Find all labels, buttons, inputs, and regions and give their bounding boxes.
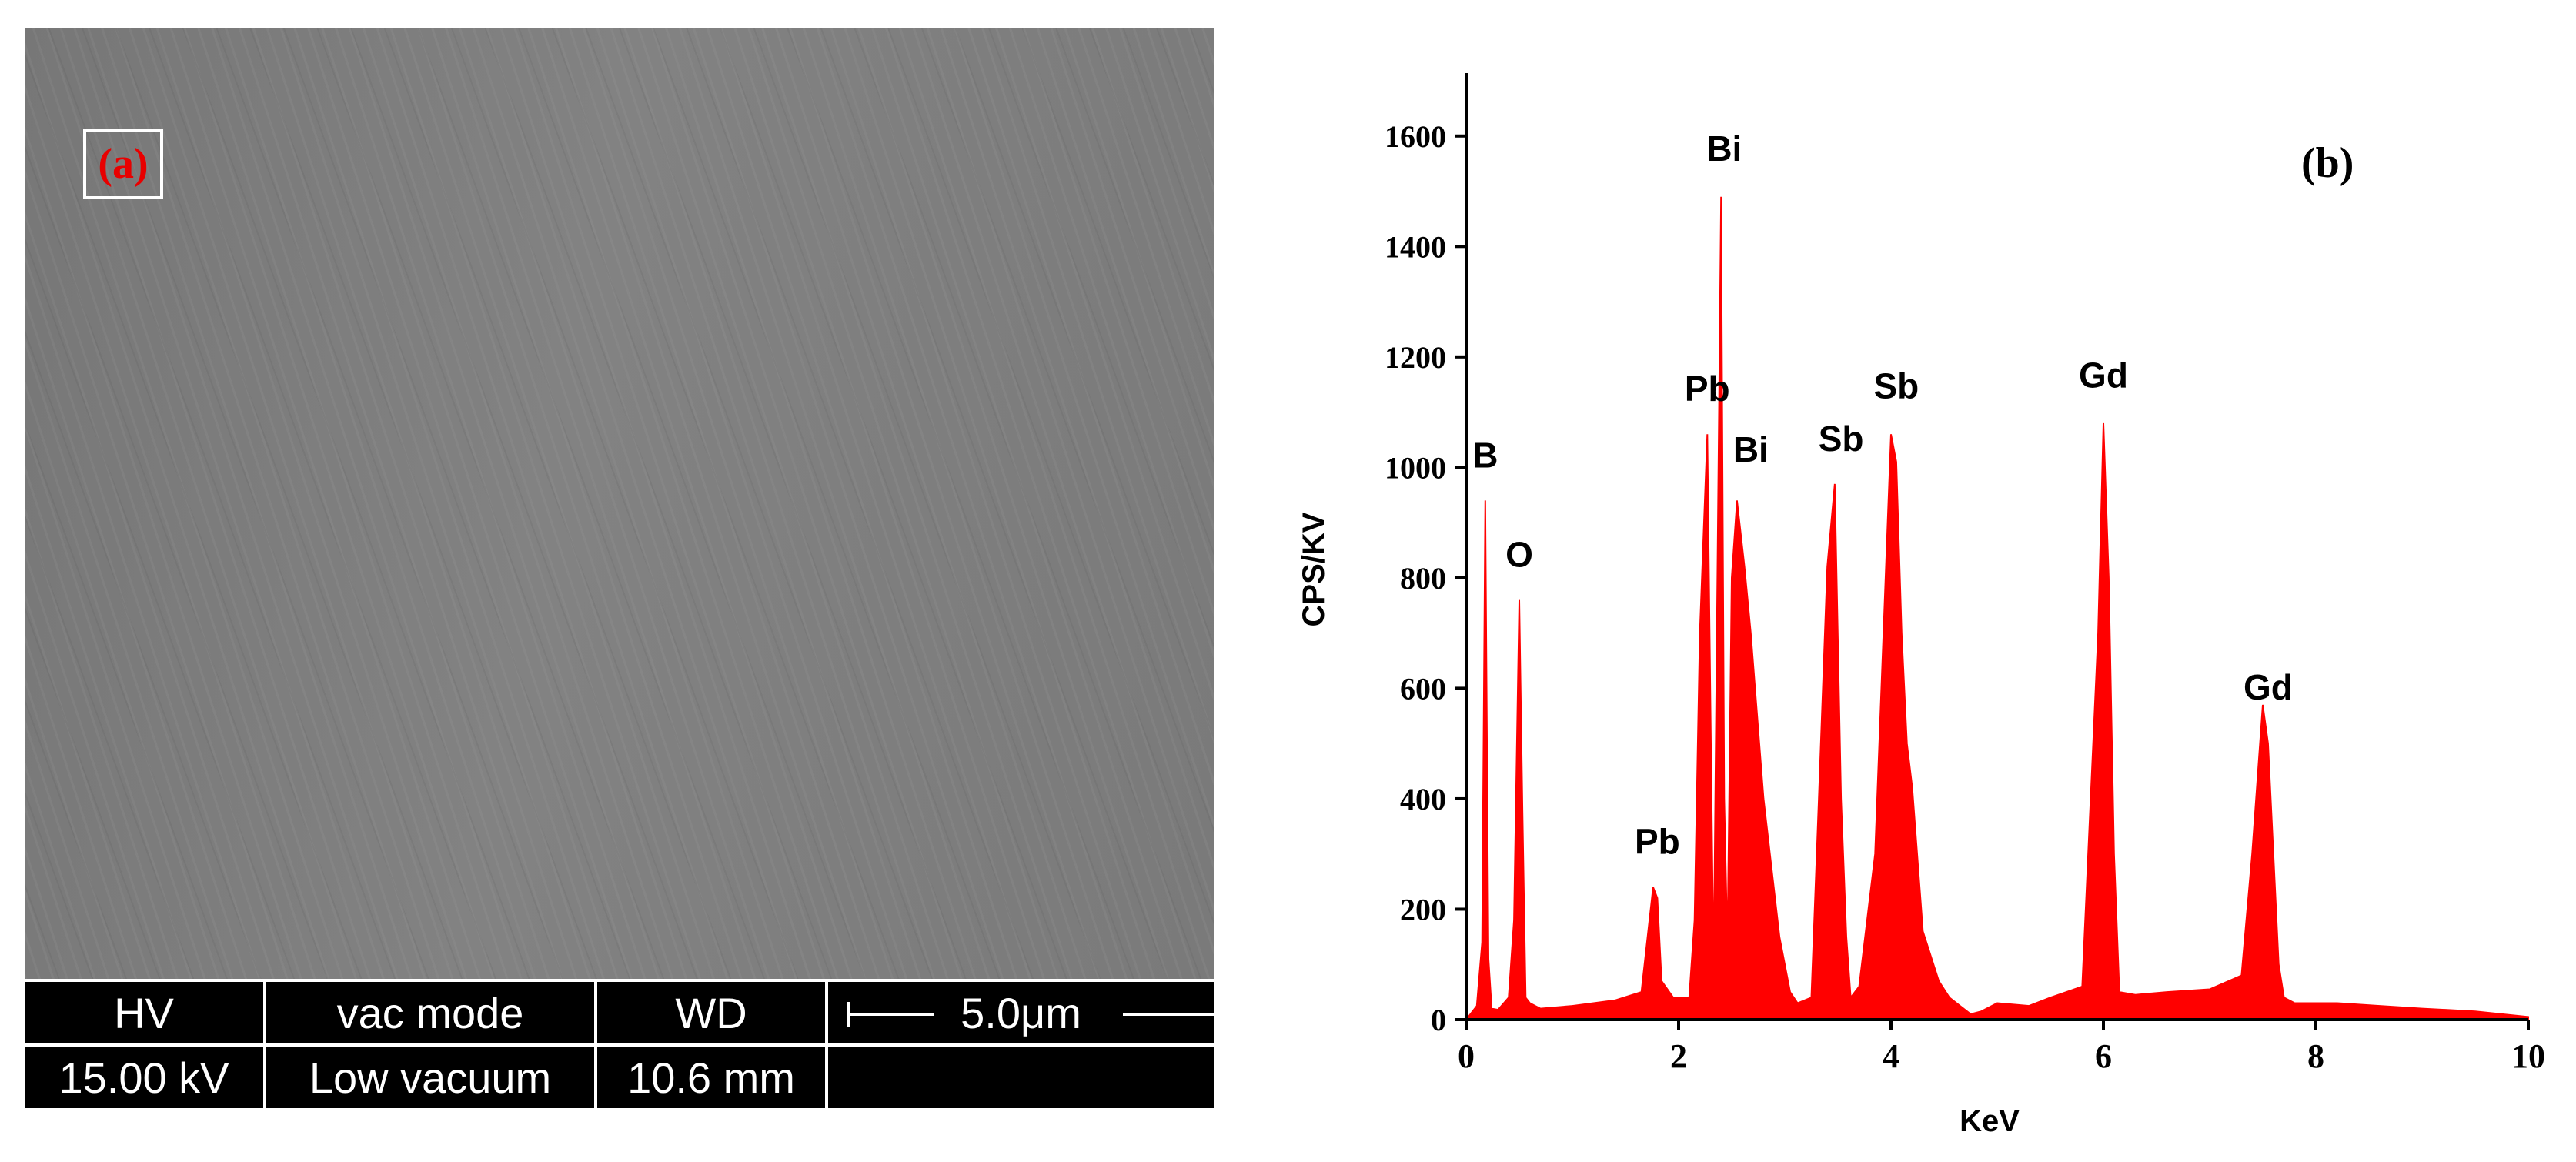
databar-scale-cell: 5.0μm xyxy=(825,979,1214,1108)
scale-bar-left-tick xyxy=(847,1002,850,1027)
databar-wd-cell: WD 10.6 mm xyxy=(594,979,825,1108)
panel-a-label-box: (a) xyxy=(83,129,163,199)
sem-micrograph-image xyxy=(25,28,1214,979)
databar-scale-empty xyxy=(828,1043,1214,1108)
panel-a-label: (a) xyxy=(98,140,149,188)
y-tick-label: 400 xyxy=(1400,782,1446,816)
y-tick-label: 1200 xyxy=(1385,340,1446,375)
peak-label-o: O xyxy=(1505,535,1533,575)
x-tick-label: 2 xyxy=(1670,1037,1687,1075)
scale-bar: 5.0μm xyxy=(828,982,1214,1043)
panel-b-label: (b) xyxy=(2301,139,2354,187)
x-tick-label: 0 xyxy=(1458,1037,1475,1075)
scale-bar-right-line xyxy=(1123,1013,1214,1016)
peak-label-bi: Bi xyxy=(1706,129,1742,169)
x-tick-label: 10 xyxy=(2511,1037,2545,1075)
databar-hv-cell: HV 15.00 kV xyxy=(25,979,263,1108)
databar-hv-label: HV xyxy=(114,988,174,1037)
x-tick-label: 8 xyxy=(2307,1037,2324,1075)
y-tick-label: 1400 xyxy=(1385,229,1446,264)
y-tick-label: 1000 xyxy=(1385,450,1446,485)
peak-label-gd: Gd xyxy=(2244,667,2293,707)
sem-micrograph-panel: (a) HV 15.00 kV vac mode Low vacuum WD 1… xyxy=(25,28,1214,1108)
y-tick-label: 600 xyxy=(1400,671,1446,706)
scale-bar-left-line xyxy=(850,1013,934,1016)
tick-labels: 0 2 4 6 8 10 0 200 400 600 800 1000 1200 1400 1600 xyxy=(1385,119,2545,1075)
y-tick-label: 200 xyxy=(1400,892,1446,927)
eds-spectrum-chart: 0 2 4 6 8 10 0 200 400 600 800 1000 1200 1400 1600 B O P… xyxy=(1297,73,2545,1138)
y-tick-label: 800 xyxy=(1400,561,1446,596)
scale-bar-label: 5.0μm xyxy=(961,988,1081,1037)
x-tick-label: 4 xyxy=(1883,1037,1899,1075)
databar-vac-label: vac mode xyxy=(336,988,524,1037)
peak-label-sb: Sb xyxy=(1874,366,1919,406)
spectrum-area-0 xyxy=(1464,196,2529,1020)
databar-vac-cell: vac mode Low vacuum xyxy=(263,979,594,1108)
databar-wd-value: 10.6 mm xyxy=(597,1043,825,1108)
plot-area xyxy=(1464,196,2529,1020)
peak-label-pb: Pb xyxy=(1635,822,1680,862)
peak-label-sb: Sb xyxy=(1819,419,1864,459)
y-tick-label: 1600 xyxy=(1385,119,1446,154)
x-axis-label: KeV xyxy=(1960,1104,2020,1138)
x-tick-label: 6 xyxy=(2095,1037,2112,1075)
peak-label-b: B xyxy=(1472,435,1498,475)
y-axis-label: CPS/KV xyxy=(1297,512,1331,626)
databar-hv-value: 15.00 kV xyxy=(25,1043,263,1108)
databar-vac-value: Low vacuum xyxy=(266,1043,594,1108)
databar-wd-label: WD xyxy=(675,988,747,1037)
peak-label-gd: Gd xyxy=(2079,355,2128,395)
peak-label-pb: Pb xyxy=(1685,369,1730,409)
sem-databar: HV 15.00 kV vac mode Low vacuum WD 10.6 … xyxy=(25,979,1214,1108)
y-tick-label: 0 xyxy=(1431,1003,1446,1037)
axes xyxy=(1455,73,2530,1030)
peak-label-bi: Bi xyxy=(1733,429,1769,469)
